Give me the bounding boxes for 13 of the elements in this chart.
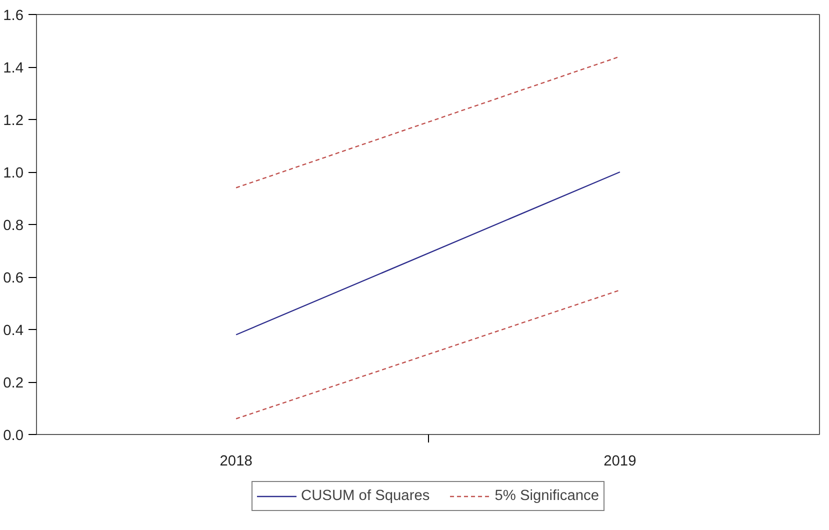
y-tick-label: 0.2 (3, 376, 24, 392)
y-tick-label: 1.2 (3, 113, 24, 129)
x-tick-label: 2019 (604, 454, 636, 470)
legend-label: 5% Significance (494, 488, 599, 504)
y-tick-label: 0.6 (3, 270, 24, 286)
y-tick-label: 0.4 (3, 323, 24, 339)
x-tick-label: 2018 (220, 454, 252, 470)
y-tick-label: 0.0 (3, 428, 24, 444)
y-tick-label: 1.6 (3, 8, 24, 24)
y-tick-label: 1.0 (3, 166, 24, 182)
y-tick-label: 1.4 (3, 60, 24, 76)
y-tick-label: 0.8 (3, 218, 24, 234)
legend-label: CUSUM of Squares (301, 488, 430, 504)
